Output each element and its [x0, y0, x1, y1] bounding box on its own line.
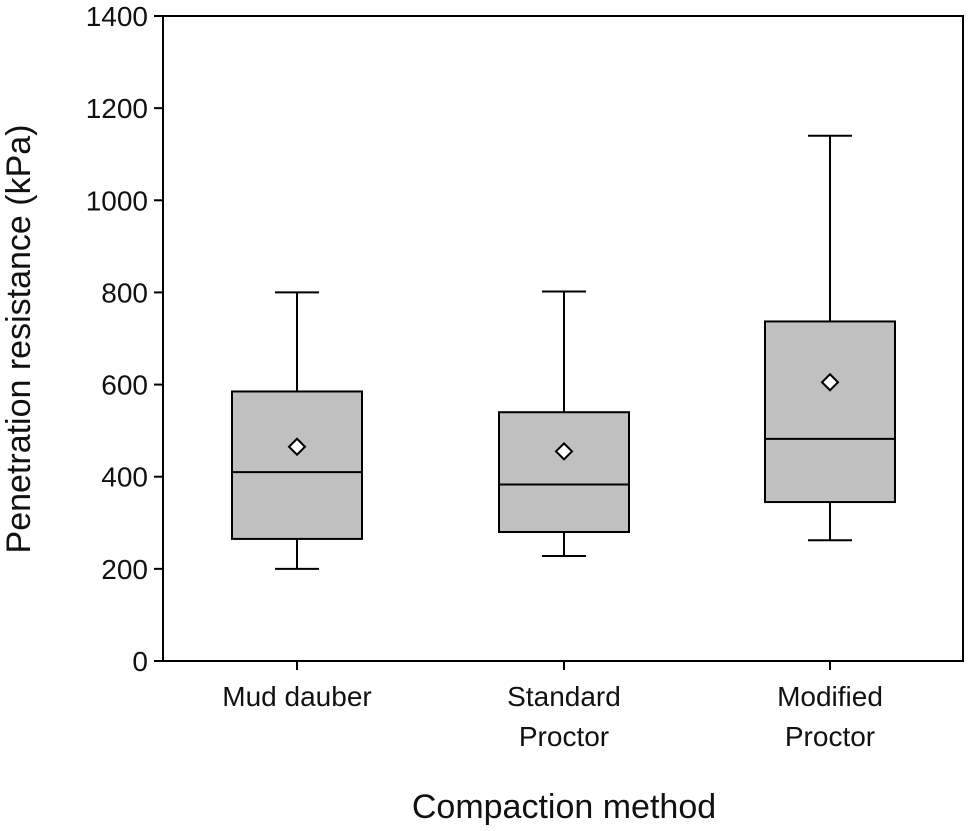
x-category-label: Modified Proctor	[777, 681, 883, 752]
y-tick-label: 1400	[86, 1, 148, 32]
y-tick-label: 1200	[86, 93, 148, 124]
y-tick-label: 400	[101, 462, 148, 493]
plot-area: 0 200 400 600 800 1000 1200 1400 Mud dauber Stand…	[86, 1, 964, 752]
x-category-label: Standard Proctor	[507, 681, 621, 752]
y-tick-label: 200	[101, 554, 148, 585]
y-tick-label: 600	[101, 370, 148, 401]
box-iqr	[231, 390, 363, 540]
box-iqr	[498, 411, 630, 534]
y-tick-label: 1000	[86, 185, 148, 216]
y-axis-title: Penetration resistance (kPa)	[0, 125, 38, 554]
y-tick-label: 0	[132, 646, 148, 677]
x-axis-title: Compaction method	[412, 788, 716, 826]
y-tick-label: 800	[101, 277, 148, 308]
mean-marker	[287, 437, 307, 457]
mean-marker	[820, 372, 840, 392]
x-category-label: Mud dauber	[222, 681, 371, 712]
box-iqr	[764, 320, 896, 504]
mean-marker	[554, 441, 574, 461]
